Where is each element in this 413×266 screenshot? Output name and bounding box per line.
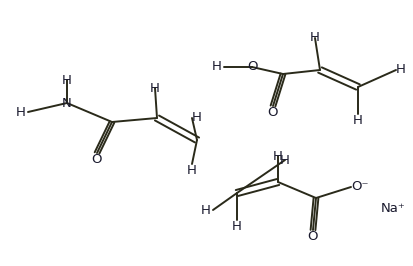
Text: Na⁺: Na⁺	[381, 202, 406, 214]
Text: O⁻: O⁻	[351, 181, 368, 193]
Text: H: H	[187, 164, 197, 177]
Text: O: O	[268, 106, 278, 119]
Text: O: O	[247, 60, 257, 73]
Text: H: H	[192, 111, 202, 124]
Text: H: H	[280, 153, 290, 167]
Text: H: H	[16, 106, 26, 118]
Text: H: H	[310, 31, 320, 44]
Text: O: O	[92, 153, 102, 166]
Text: H: H	[62, 73, 72, 86]
Text: H: H	[232, 220, 242, 233]
Text: H: H	[201, 203, 211, 217]
Text: O: O	[308, 230, 318, 243]
Text: H: H	[150, 81, 160, 94]
Text: H: H	[353, 114, 363, 127]
Text: N: N	[62, 97, 72, 110]
Text: H: H	[396, 64, 406, 77]
Text: H: H	[212, 60, 222, 73]
Text: H: H	[273, 149, 283, 163]
